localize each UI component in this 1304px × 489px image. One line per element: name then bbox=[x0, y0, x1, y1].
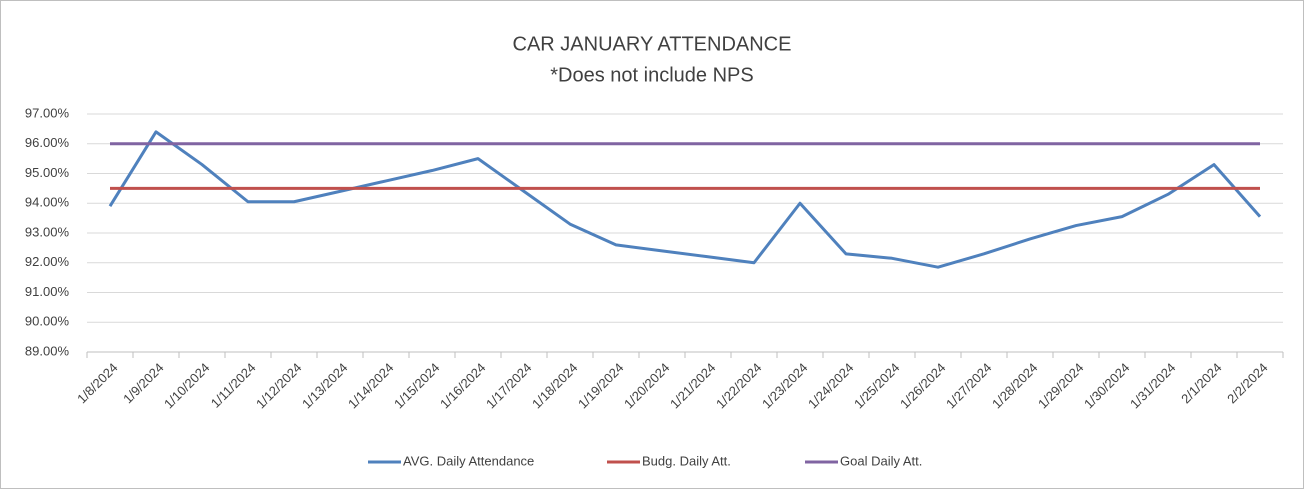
chart-subtitle: *Does not include NPS bbox=[550, 64, 753, 86]
y-tick-label: 93.00% bbox=[25, 224, 70, 239]
legend-label: Budg. Daily Att. bbox=[642, 453, 731, 468]
legend-label: AVG. Daily Attendance bbox=[403, 453, 534, 468]
legend-label: Goal Daily Att. bbox=[840, 453, 922, 468]
y-tick-label: 89.00% bbox=[25, 343, 70, 358]
y-tick-label: 94.00% bbox=[25, 195, 70, 210]
chart-title: CAR JANUARY ATTENDANCE bbox=[513, 33, 792, 55]
y-tick-label: 91.00% bbox=[25, 284, 70, 299]
y-tick-label: 96.00% bbox=[25, 135, 70, 150]
y-tick-label: 92.00% bbox=[25, 254, 70, 269]
y-tick-label: 90.00% bbox=[25, 314, 70, 329]
series-line bbox=[108, 130, 1262, 269]
y-tick-label: 95.00% bbox=[25, 165, 70, 180]
y-tick-label: 97.00% bbox=[25, 105, 70, 120]
